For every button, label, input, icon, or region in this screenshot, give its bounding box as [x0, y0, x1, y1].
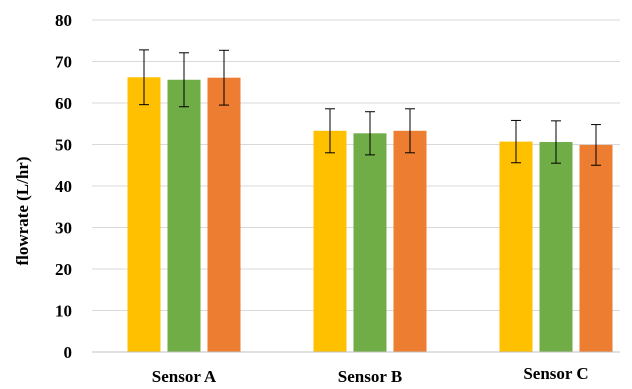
bar [167, 79, 201, 352]
bars [127, 77, 613, 353]
bar [353, 133, 387, 352]
bar [393, 130, 427, 352]
y-tick-label: 80 [55, 11, 72, 30]
y-axis-title: flowrate (L/hr) [13, 156, 32, 265]
error-bars [139, 49, 601, 166]
bar [499, 141, 533, 352]
bar [539, 142, 573, 352]
y-tick-label: 50 [55, 136, 72, 155]
y-tick-label: 70 [55, 53, 72, 72]
x-category-label: Sensor C [523, 364, 588, 383]
y-tick-label: 0 [64, 343, 73, 362]
y-tick-labels: 0 10 20 30 40 50 60 70 80 [55, 11, 72, 362]
x-category-label: Sensor A [152, 367, 217, 386]
y-tick-label: 10 [55, 302, 72, 321]
y-tick-label: 30 [55, 219, 72, 238]
x-tick-labels: Sensor A Sensor B Sensor C [152, 364, 589, 386]
bar [127, 77, 161, 353]
bar [207, 77, 241, 352]
bar [313, 130, 347, 352]
y-tick-label: 20 [55, 260, 72, 279]
y-tick-label: 40 [55, 177, 72, 196]
bar [579, 144, 613, 352]
y-tick-label: 60 [55, 94, 72, 113]
x-category-label: Sensor B [338, 367, 402, 386]
